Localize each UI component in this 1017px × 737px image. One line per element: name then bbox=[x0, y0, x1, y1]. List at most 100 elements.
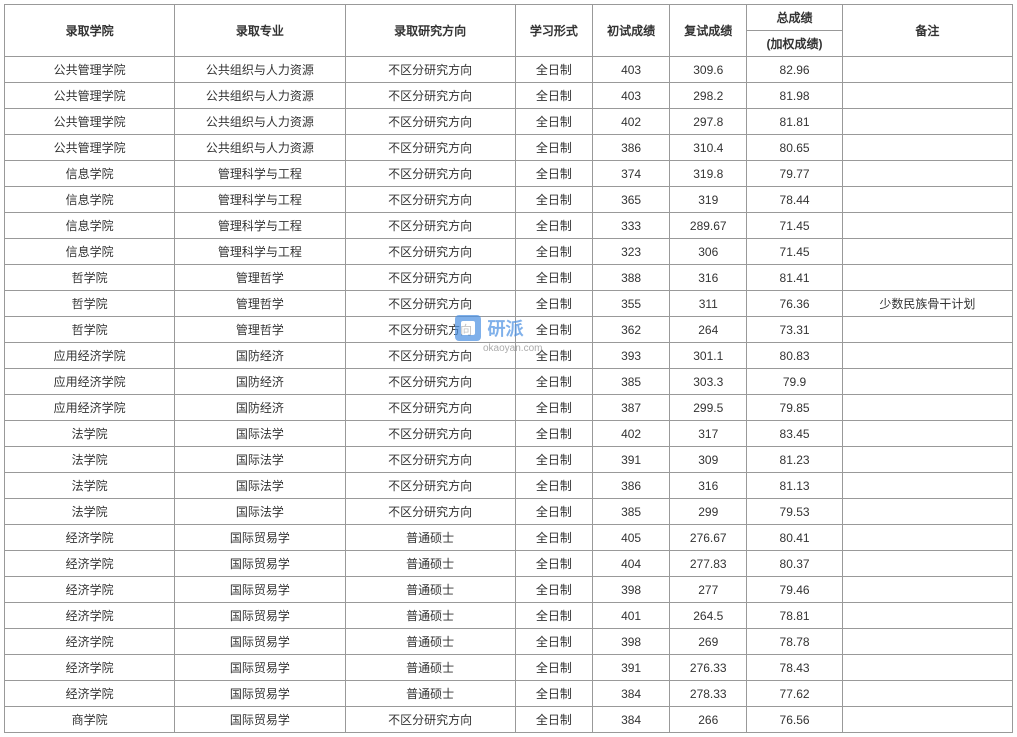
table-cell: 79.9 bbox=[747, 369, 842, 395]
table-cell: 国际法学 bbox=[175, 447, 345, 473]
table-cell: 398 bbox=[592, 629, 669, 655]
table-row: 经济学院国际贸易学普通硕士全日制401264.578.81 bbox=[5, 603, 1013, 629]
table-cell: 经济学院 bbox=[5, 551, 175, 577]
table-cell: 76.56 bbox=[747, 707, 842, 733]
table-cell: 国际贸易学 bbox=[175, 577, 345, 603]
table-cell: 国际贸易学 bbox=[175, 629, 345, 655]
header-remark: 备注 bbox=[842, 5, 1012, 57]
table-row: 信息学院管理科学与工程不区分研究方向全日制32330671.45 bbox=[5, 239, 1013, 265]
table-cell: 全日制 bbox=[515, 473, 592, 499]
table-cell: 278.33 bbox=[670, 681, 747, 707]
table-cell: 80.83 bbox=[747, 343, 842, 369]
table-cell: 不区分研究方向 bbox=[345, 343, 515, 369]
header-major: 录取专业 bbox=[175, 5, 345, 57]
table-cell bbox=[842, 187, 1012, 213]
table-row: 法学院国际法学不区分研究方向全日制40231783.45 bbox=[5, 421, 1013, 447]
table-cell: 管理科学与工程 bbox=[175, 239, 345, 265]
table-cell: 264 bbox=[670, 317, 747, 343]
table-cell: 国际贸易学 bbox=[175, 681, 345, 707]
table-cell: 国际贸易学 bbox=[175, 655, 345, 681]
table-cell: 国防经济 bbox=[175, 369, 345, 395]
table-cell: 316 bbox=[670, 473, 747, 499]
table-cell: 经济学院 bbox=[5, 577, 175, 603]
header-score2: 复试成绩 bbox=[670, 5, 747, 57]
table-cell: 普通硕士 bbox=[345, 629, 515, 655]
table-cell: 276.33 bbox=[670, 655, 747, 681]
table-cell: 哲学院 bbox=[5, 317, 175, 343]
table-cell: 全日制 bbox=[515, 369, 592, 395]
table-cell: 301.1 bbox=[670, 343, 747, 369]
table-cell: 信息学院 bbox=[5, 187, 175, 213]
table-cell: 管理哲学 bbox=[175, 317, 345, 343]
table-cell bbox=[842, 317, 1012, 343]
table-cell: 全日制 bbox=[515, 213, 592, 239]
table-cell: 法学院 bbox=[5, 499, 175, 525]
table-cell: 全日制 bbox=[515, 577, 592, 603]
table-cell: 78.43 bbox=[747, 655, 842, 681]
table-cell: 81.13 bbox=[747, 473, 842, 499]
table-cell: 国际贸易学 bbox=[175, 525, 345, 551]
table-cell: 国防经济 bbox=[175, 343, 345, 369]
table-cell: 经济学院 bbox=[5, 681, 175, 707]
table-cell: 法学院 bbox=[5, 447, 175, 473]
table-cell: 266 bbox=[670, 707, 747, 733]
table-cell: 国际法学 bbox=[175, 421, 345, 447]
table-cell: 全日制 bbox=[515, 421, 592, 447]
table-cell: 管理哲学 bbox=[175, 291, 345, 317]
table-cell: 77.62 bbox=[747, 681, 842, 707]
table-cell bbox=[842, 57, 1012, 83]
table-cell: 公共组织与人力资源 bbox=[175, 57, 345, 83]
table-cell: 不区分研究方向 bbox=[345, 421, 515, 447]
table-header: 录取学院 录取专业 录取研究方向 学习形式 初试成绩 复试成绩 总成绩 备注 (… bbox=[5, 5, 1013, 57]
table-cell: 全日制 bbox=[515, 343, 592, 369]
table-cell: 不区分研究方向 bbox=[345, 265, 515, 291]
table-cell: 信息学院 bbox=[5, 213, 175, 239]
table-cell: 普通硕士 bbox=[345, 551, 515, 577]
table-cell: 404 bbox=[592, 551, 669, 577]
admission-table-container: 录取学院 录取专业 录取研究方向 学习形式 初试成绩 复试成绩 总成绩 备注 (… bbox=[4, 4, 1013, 733]
table-cell: 317 bbox=[670, 421, 747, 447]
table-cell: 国际法学 bbox=[175, 473, 345, 499]
table-cell: 全日制 bbox=[515, 603, 592, 629]
table-cell: 333 bbox=[592, 213, 669, 239]
table-cell bbox=[842, 655, 1012, 681]
table-cell: 299 bbox=[670, 499, 747, 525]
table-row: 信息学院管理科学与工程不区分研究方向全日制374319.879.77 bbox=[5, 161, 1013, 187]
table-cell: 78.44 bbox=[747, 187, 842, 213]
table-cell: 不区分研究方向 bbox=[345, 707, 515, 733]
table-row: 经济学院国际贸易学普通硕士全日制384278.3377.62 bbox=[5, 681, 1013, 707]
table-cell: 公共管理学院 bbox=[5, 83, 175, 109]
table-cell: 277.83 bbox=[670, 551, 747, 577]
table-cell: 全日制 bbox=[515, 187, 592, 213]
table-cell: 362 bbox=[592, 317, 669, 343]
table-cell: 386 bbox=[592, 135, 669, 161]
header-direction: 录取研究方向 bbox=[345, 5, 515, 57]
table-cell: 405 bbox=[592, 525, 669, 551]
table-cell: 公共组织与人力资源 bbox=[175, 109, 345, 135]
table-row: 法学院国际法学不区分研究方向全日制39130981.23 bbox=[5, 447, 1013, 473]
table-cell bbox=[842, 473, 1012, 499]
table-row: 应用经济学院国防经济不区分研究方向全日制393301.180.83 bbox=[5, 343, 1013, 369]
table-cell: 264.5 bbox=[670, 603, 747, 629]
table-cell bbox=[842, 109, 1012, 135]
table-cell: 398 bbox=[592, 577, 669, 603]
table-cell: 国际法学 bbox=[175, 499, 345, 525]
table-cell bbox=[842, 83, 1012, 109]
table-cell: 71.45 bbox=[747, 239, 842, 265]
table-cell: 全日制 bbox=[515, 525, 592, 551]
table-row: 经济学院国际贸易学普通硕士全日制391276.3378.43 bbox=[5, 655, 1013, 681]
table-cell: 哲学院 bbox=[5, 291, 175, 317]
table-cell: 80.37 bbox=[747, 551, 842, 577]
table-cell: 公共组织与人力资源 bbox=[175, 83, 345, 109]
table-cell: 388 bbox=[592, 265, 669, 291]
table-cell: 不区分研究方向 bbox=[345, 135, 515, 161]
table-cell: 公共管理学院 bbox=[5, 135, 175, 161]
table-cell: 81.98 bbox=[747, 83, 842, 109]
header-college: 录取学院 bbox=[5, 5, 175, 57]
table-cell: 信息学院 bbox=[5, 161, 175, 187]
table-cell: 全日制 bbox=[515, 707, 592, 733]
header-score1: 初试成绩 bbox=[592, 5, 669, 57]
table-cell: 402 bbox=[592, 421, 669, 447]
table-cell: 316 bbox=[670, 265, 747, 291]
table-cell: 80.41 bbox=[747, 525, 842, 551]
